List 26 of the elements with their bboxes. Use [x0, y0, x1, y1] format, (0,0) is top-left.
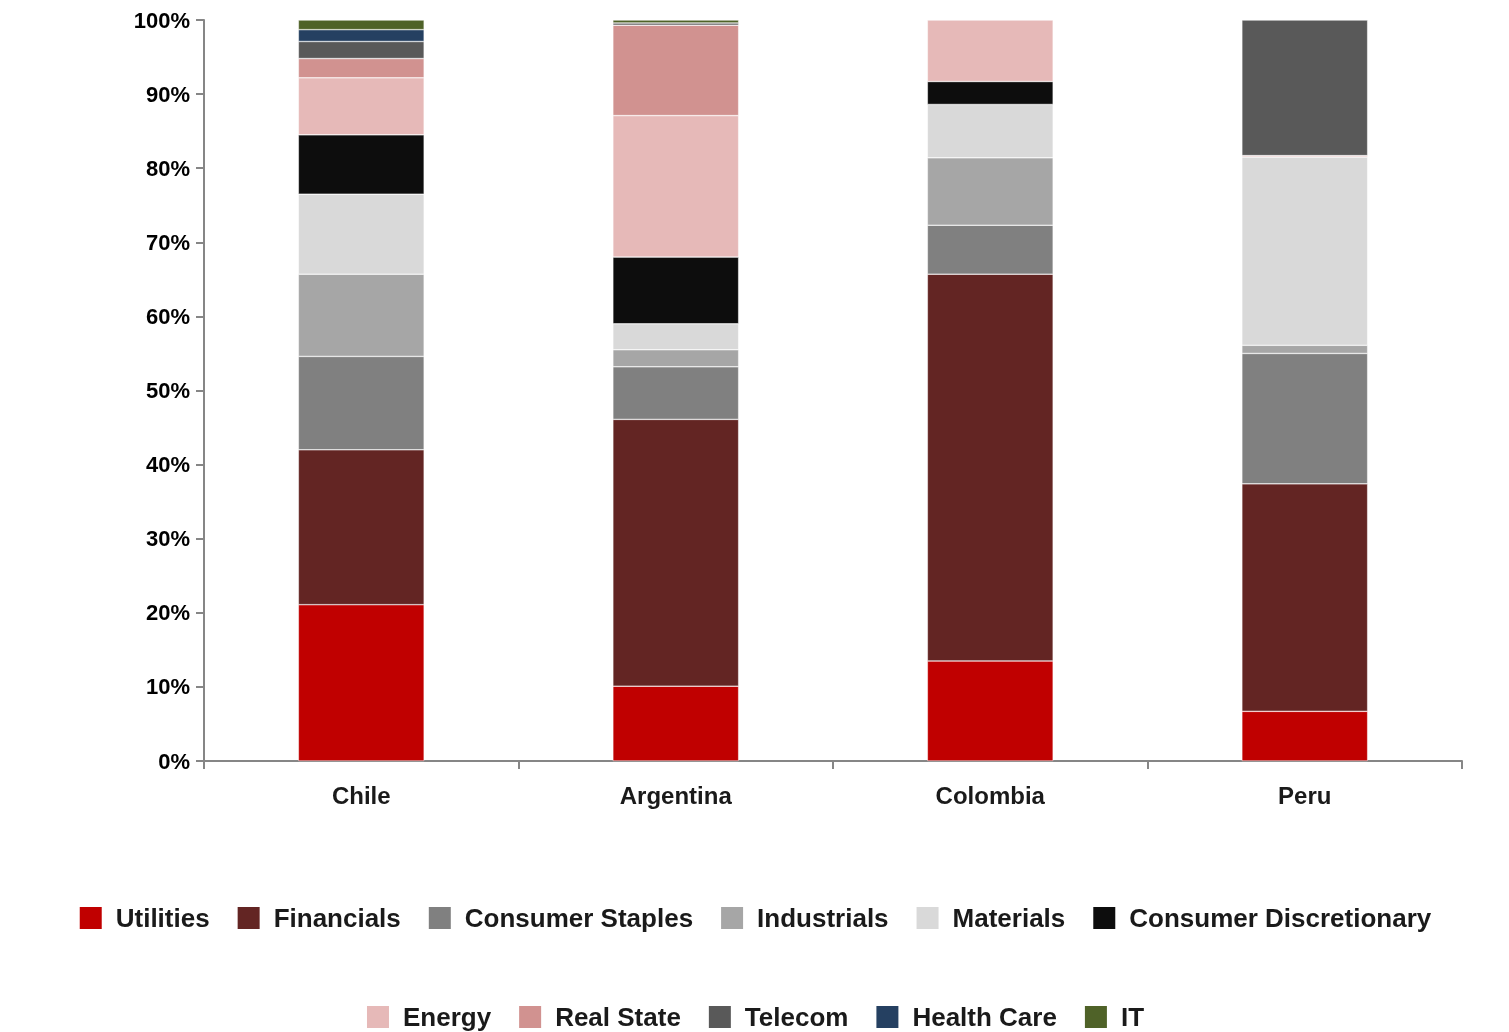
y-tick-label: 30% — [145, 526, 190, 552]
y-tick-label: 40% — [145, 452, 190, 478]
y-tick-label: 100% — [133, 7, 190, 33]
legend-label: IT — [1120, 1002, 1145, 1032]
legend-label: Real State — [555, 1002, 681, 1032]
legend-label: Telecom — [744, 1002, 849, 1032]
y-tick-label: 90% — [145, 81, 190, 107]
x-tick-label: Chile — [331, 781, 391, 809]
x-tick-label: Colombia — [935, 781, 1046, 809]
legend-label: Utilities — [115, 903, 210, 933]
legend-label: Consumer Discretionary — [1129, 903, 1432, 933]
y-tick-label: 50% — [145, 378, 190, 403]
legend-label: Financials — [273, 903, 401, 933]
y-tick-label: 20% — [145, 600, 190, 626]
legend-label: Health Care — [912, 1002, 1057, 1032]
y-tick-label: 10% — [145, 674, 190, 700]
legend-label: Industrials — [757, 903, 889, 933]
legend-label: Energy — [402, 1002, 492, 1032]
y-tick-label: 60% — [145, 303, 190, 329]
legend-label: Materials — [952, 903, 1066, 933]
y-tick-label: 0% — [158, 748, 190, 774]
x-tick-label: Peru — [1278, 781, 1332, 809]
legend-label: Consumer Staples — [464, 903, 694, 933]
y-tick-label: 70% — [145, 229, 190, 255]
y-tick-label: 80% — [145, 155, 190, 181]
x-tick-label: Argentina — [619, 781, 733, 809]
